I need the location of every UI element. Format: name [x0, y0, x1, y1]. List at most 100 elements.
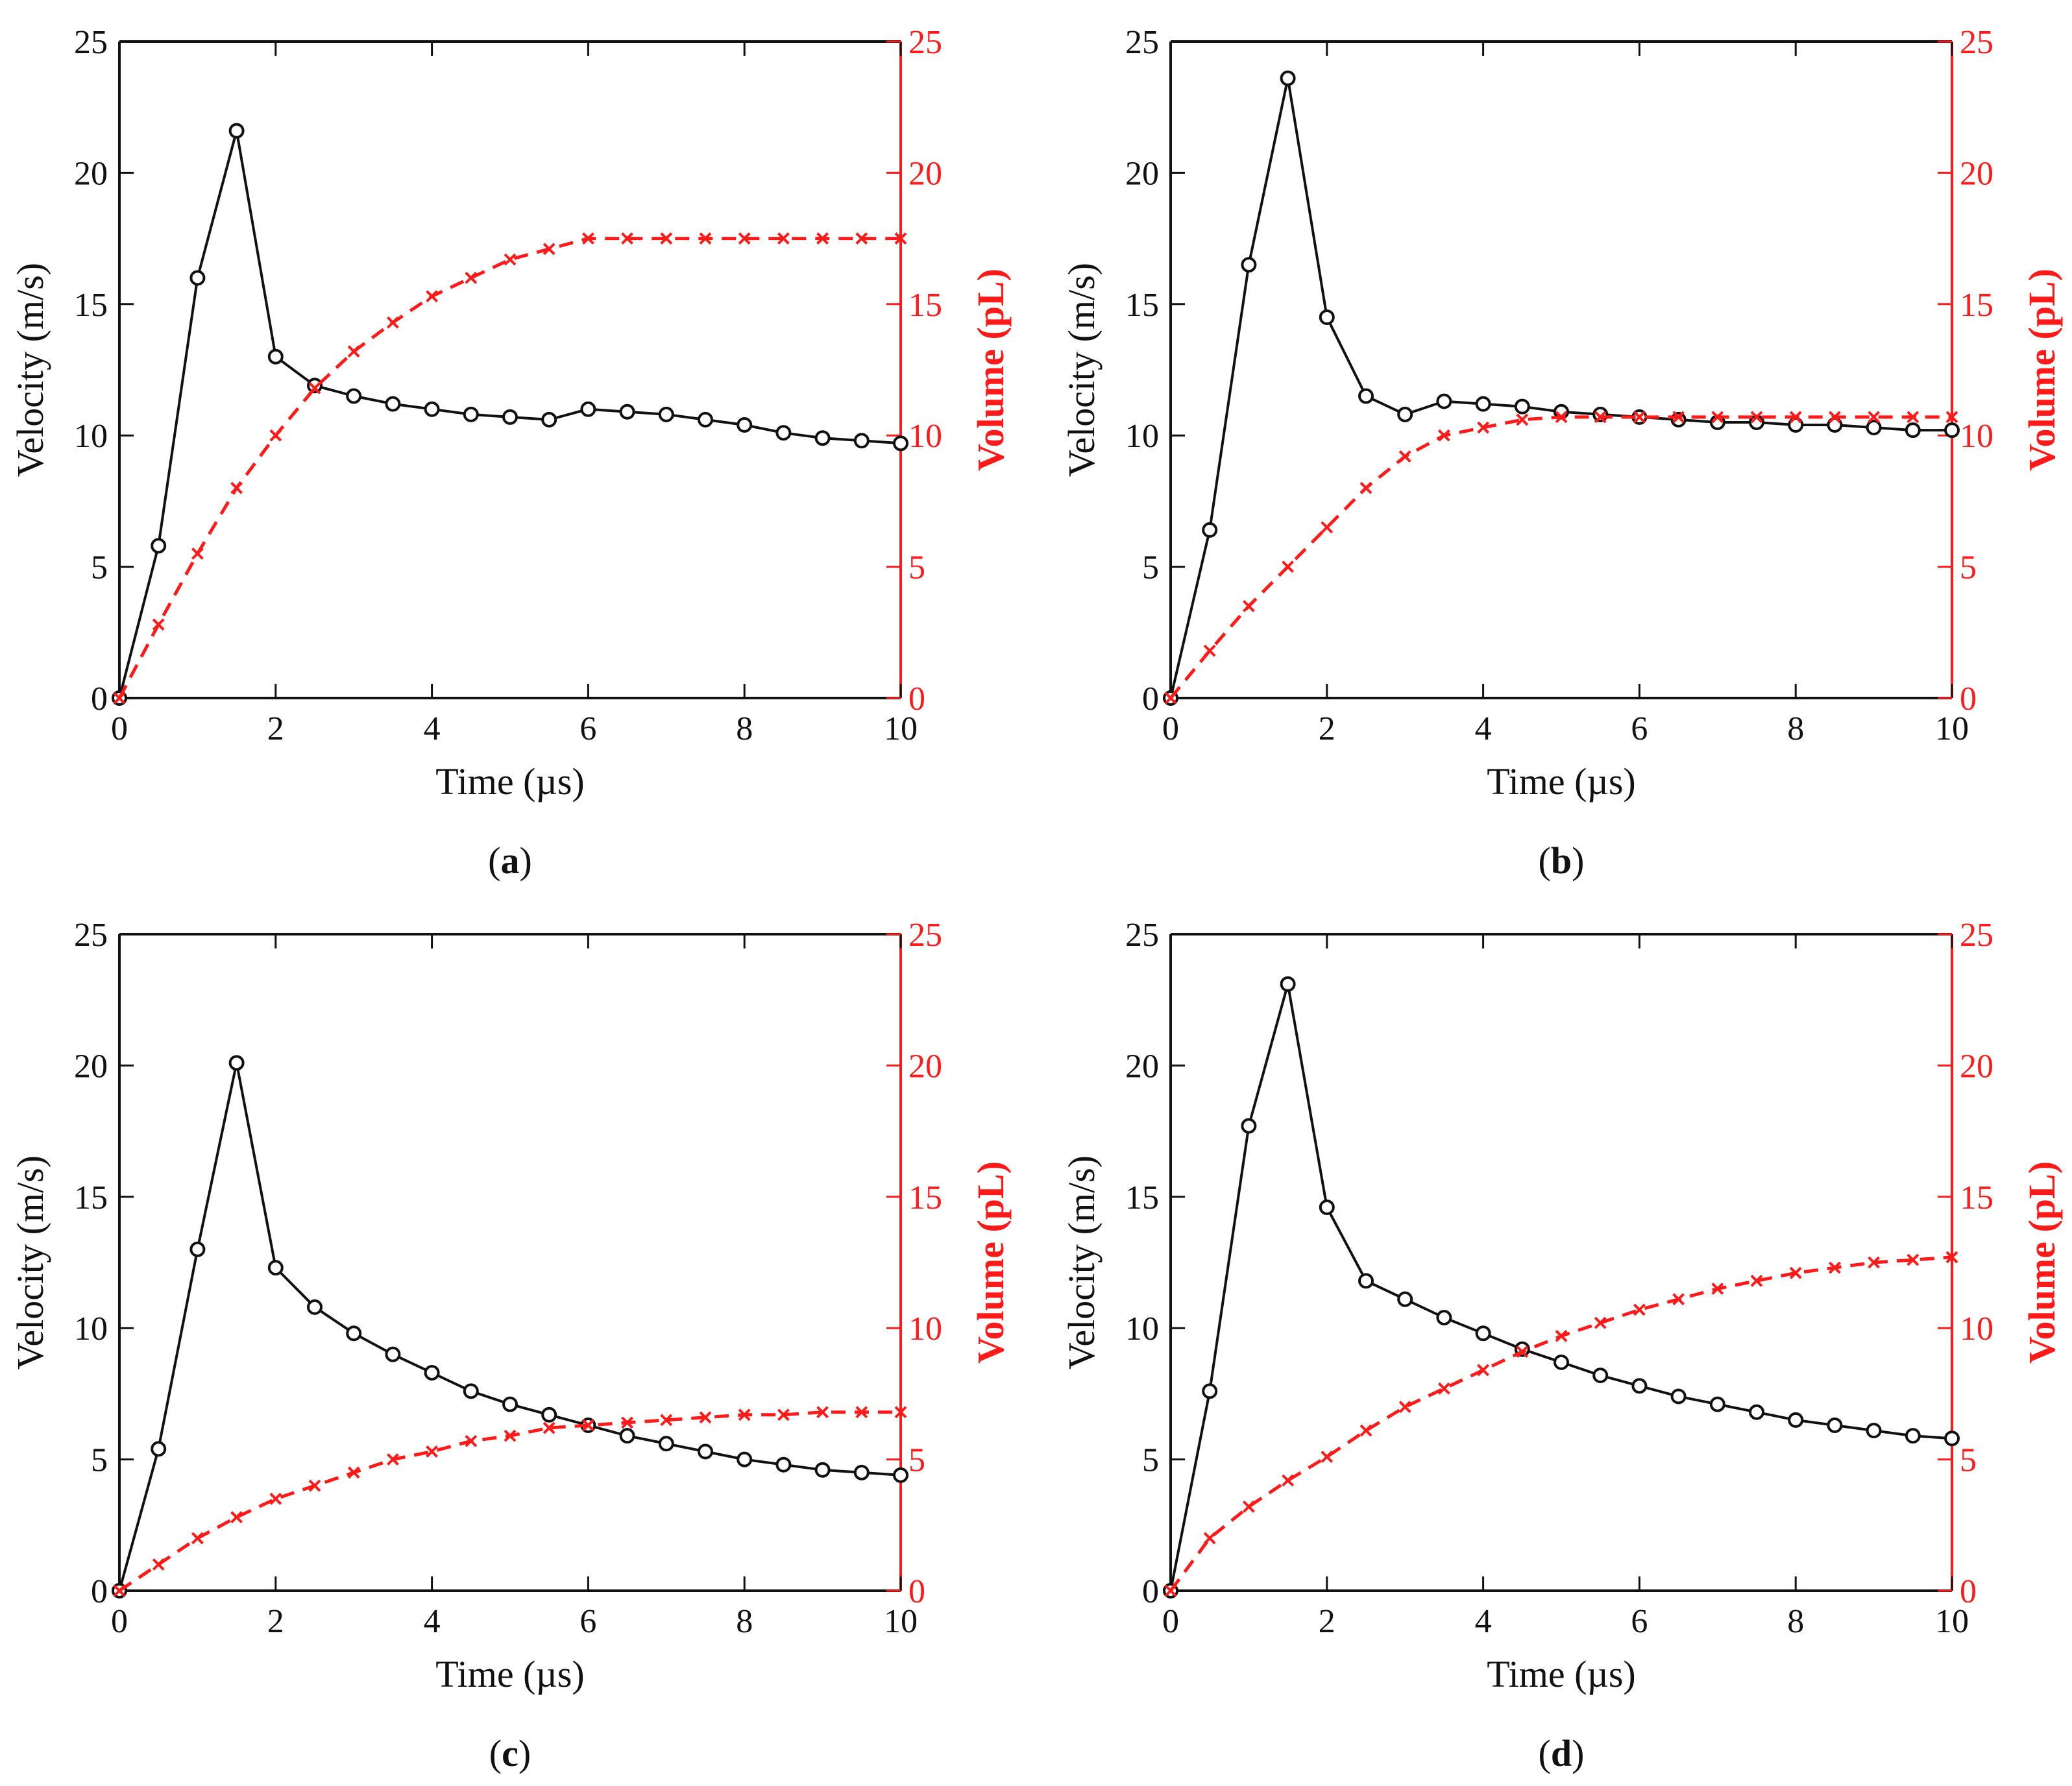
- y2-axis-label: Volume (pL): [969, 1161, 1012, 1364]
- volume-point-stroke: [426, 290, 439, 303]
- y-tick-label: 10: [1125, 1310, 1159, 1347]
- x-tick-label: 0: [111, 1603, 128, 1640]
- volume-point-stroke: [113, 1584, 126, 1597]
- y2-tick-label: 25: [908, 24, 942, 61]
- volume-point-stroke: [347, 345, 360, 358]
- volume-point: [581, 1419, 594, 1432]
- volume-point: [1789, 411, 1802, 424]
- velocity-point: [1436, 1310, 1452, 1326]
- volume-point: [465, 1434, 478, 1447]
- velocity-point: [189, 270, 206, 286]
- volume-point: [855, 232, 868, 245]
- volume-point-stroke: [1555, 411, 1568, 424]
- volume-point: [1828, 1261, 1841, 1274]
- velocity-point: [1749, 1404, 1764, 1420]
- volume-point-stroke: [581, 1419, 594, 1432]
- volume-point-stroke: [465, 1434, 478, 1447]
- velocity-point: [267, 348, 284, 365]
- volume-point: [738, 1408, 751, 1421]
- volume-point: [660, 1414, 673, 1427]
- volume-point: [465, 271, 478, 284]
- y2-tick-label: 20: [908, 155, 942, 192]
- y-axis-label: Velocity (m/s): [1060, 1155, 1103, 1370]
- velocity-point: [424, 1365, 440, 1381]
- volume-point-stroke: [581, 232, 594, 245]
- volume-point: [816, 1406, 829, 1419]
- volume-point: [191, 1532, 204, 1545]
- velocity-point: [346, 1325, 362, 1342]
- y2-axis-label: Volume (pL): [2021, 269, 2063, 471]
- y-axis-label: Velocity (m/s): [9, 263, 51, 477]
- y2-tick-label: 5: [908, 549, 925, 586]
- volume-point-stroke: [1321, 521, 1334, 534]
- y2-tick-label: 10: [908, 418, 942, 455]
- y-axis-label: Velocity (m/s): [9, 1155, 51, 1370]
- panel-caption: (d): [1539, 1732, 1585, 1774]
- velocity-point: [1514, 398, 1530, 415]
- volume-point-stroke: [1321, 1451, 1334, 1463]
- volume-point-stroke: [1477, 1364, 1490, 1377]
- volume-point-stroke: [1868, 411, 1881, 424]
- velocity-point: [893, 1467, 908, 1483]
- volume-series-line: [117, 237, 901, 699]
- y2-tick-label: 15: [1960, 1179, 1993, 1216]
- velocity-point: [502, 1396, 518, 1412]
- velocity-point: [189, 1241, 206, 1257]
- volume-point: [777, 1408, 790, 1421]
- volume-point: [1555, 1329, 1568, 1342]
- x-tick-label: 4: [1475, 1603, 1492, 1640]
- volume-point-stroke: [1437, 429, 1450, 442]
- volume-point-stroke: [465, 271, 478, 284]
- volume-point-stroke: [504, 1429, 517, 1442]
- volume-point-stroke: [1789, 1266, 1802, 1279]
- volume-point-stroke: [1282, 561, 1295, 573]
- panel-caption: (b): [1539, 839, 1585, 882]
- y-axis-label: Velocity (m/s): [1060, 263, 1103, 477]
- velocity-point: [1905, 1428, 1921, 1444]
- volume-point: [347, 1466, 360, 1479]
- volume-point-stroke: [1398, 450, 1411, 463]
- volume-point-stroke: [1945, 411, 1958, 424]
- volume-point: [1282, 561, 1295, 573]
- volume-point: [1945, 411, 1958, 424]
- velocity-series-line: [1169, 77, 1952, 699]
- x-tick-label: 10: [1935, 1603, 1969, 1640]
- x-tick-label: 8: [1787, 1603, 1804, 1640]
- volume-point: [1711, 411, 1724, 424]
- volume-point: [230, 481, 243, 494]
- volume-point: [1359, 481, 1372, 494]
- volume-series-line: [1169, 415, 1952, 699]
- volume-point: [1750, 1274, 1763, 1287]
- volume-point: [1321, 521, 1334, 534]
- velocity-point: [1202, 1383, 1218, 1399]
- volume-point-stroke: [1828, 411, 1841, 424]
- y2-tick-label: 0: [908, 681, 925, 718]
- velocity-point: [1592, 406, 1609, 422]
- volume-point-stroke: [542, 243, 555, 256]
- x-tick-label: 4: [1475, 710, 1492, 747]
- velocity-point: [1358, 1273, 1374, 1289]
- velocity-point: [1788, 1412, 1804, 1428]
- velocity-point: [1319, 309, 1335, 326]
- y2-axis-label: Volume (pL): [969, 269, 1012, 471]
- volume-point-stroke: [1633, 1303, 1646, 1316]
- y2-axis-label: Volume (pL): [2021, 1161, 2063, 1364]
- volume-point: [1164, 692, 1177, 705]
- volume-point-stroke: [1633, 411, 1646, 424]
- volume-point-stroke: [1516, 1346, 1529, 1358]
- volume-point-stroke: [152, 618, 165, 631]
- volume-point: [308, 1479, 321, 1492]
- velocity-point: [541, 411, 557, 428]
- volume-point-stroke: [230, 481, 243, 494]
- x-tick-label: 2: [267, 1603, 284, 1640]
- y2-tick-label: 15: [908, 1179, 942, 1216]
- velocity-point: [1280, 70, 1296, 86]
- volume-point: [1321, 1451, 1334, 1463]
- volume-point-stroke: [777, 1408, 790, 1421]
- velocity-point: [737, 1451, 753, 1467]
- velocity-point: [893, 435, 908, 452]
- velocity-point: [580, 401, 596, 417]
- y-tick-label: 20: [74, 155, 108, 192]
